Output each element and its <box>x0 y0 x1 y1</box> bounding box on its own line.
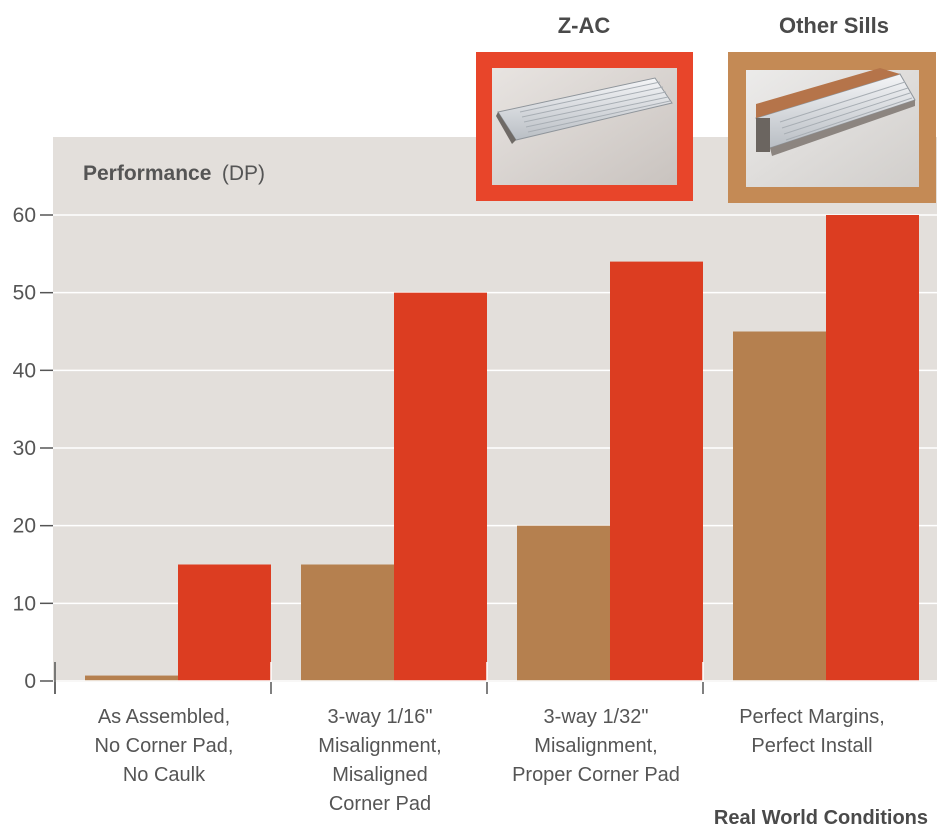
bar-z-ac <box>394 292 487 681</box>
category-label: Proper Corner Pad <box>512 764 680 786</box>
y-tick-label: 10 <box>13 592 36 615</box>
legend-item-z-ac: Z-AC <box>476 13 693 201</box>
category-label: As Assembled, <box>98 706 230 728</box>
aluminum-sill-photo-icon <box>492 68 677 185</box>
y-axis-label-text: Performance <box>83 162 211 185</box>
category-label: 3-way 1/32" <box>544 706 649 728</box>
sill-with-wood-core-photo-icon <box>746 68 919 187</box>
bar-other-sills <box>301 564 394 681</box>
category-label: No Corner Pad, <box>95 735 234 757</box>
category-label: No Caulk <box>123 764 206 786</box>
legend-item-other-sills: Other Sills <box>728 13 936 203</box>
y-tick-label: 40 <box>13 359 36 382</box>
y-axis-label: Performance (DP) <box>83 162 265 185</box>
x-axis-label: Real World Conditions <box>714 807 928 827</box>
bar-other-sills <box>517 525 610 681</box>
category-label: Misalignment, <box>318 735 441 757</box>
y-tick-label: 60 <box>13 204 36 227</box>
y-tick-label: 50 <box>13 282 36 305</box>
y-axis: 0 10 20 30 40 50 60 <box>13 204 937 693</box>
category-label: Misalignment, <box>534 735 657 757</box>
legend-label-other-sills: Other Sills <box>779 13 889 38</box>
category-label: Misaligned <box>332 764 428 786</box>
category-label: 3-way 1/16" <box>328 706 433 728</box>
category-label: Perfect Install <box>751 735 872 757</box>
bar-other-sills <box>733 331 826 681</box>
category-label: Perfect Margins, <box>739 706 885 728</box>
bar-other-sills <box>85 675 178 681</box>
bar-z-ac <box>178 564 271 681</box>
bar-z-ac <box>610 261 703 681</box>
bar-z-ac <box>826 215 919 681</box>
y-tick-label: 30 <box>13 437 36 460</box>
bars <box>85 215 919 681</box>
y-tick-label: 0 <box>24 670 36 693</box>
category-labels: As Assembled, No Corner Pad, No Caulk 3-way… <box>54 662 885 815</box>
y-tick-label: 20 <box>13 515 36 538</box>
category-label: Corner Pad <box>329 793 431 815</box>
y-axis-unit: (DP) <box>222 162 265 185</box>
legend-label-z-ac: Z-AC <box>558 13 611 38</box>
